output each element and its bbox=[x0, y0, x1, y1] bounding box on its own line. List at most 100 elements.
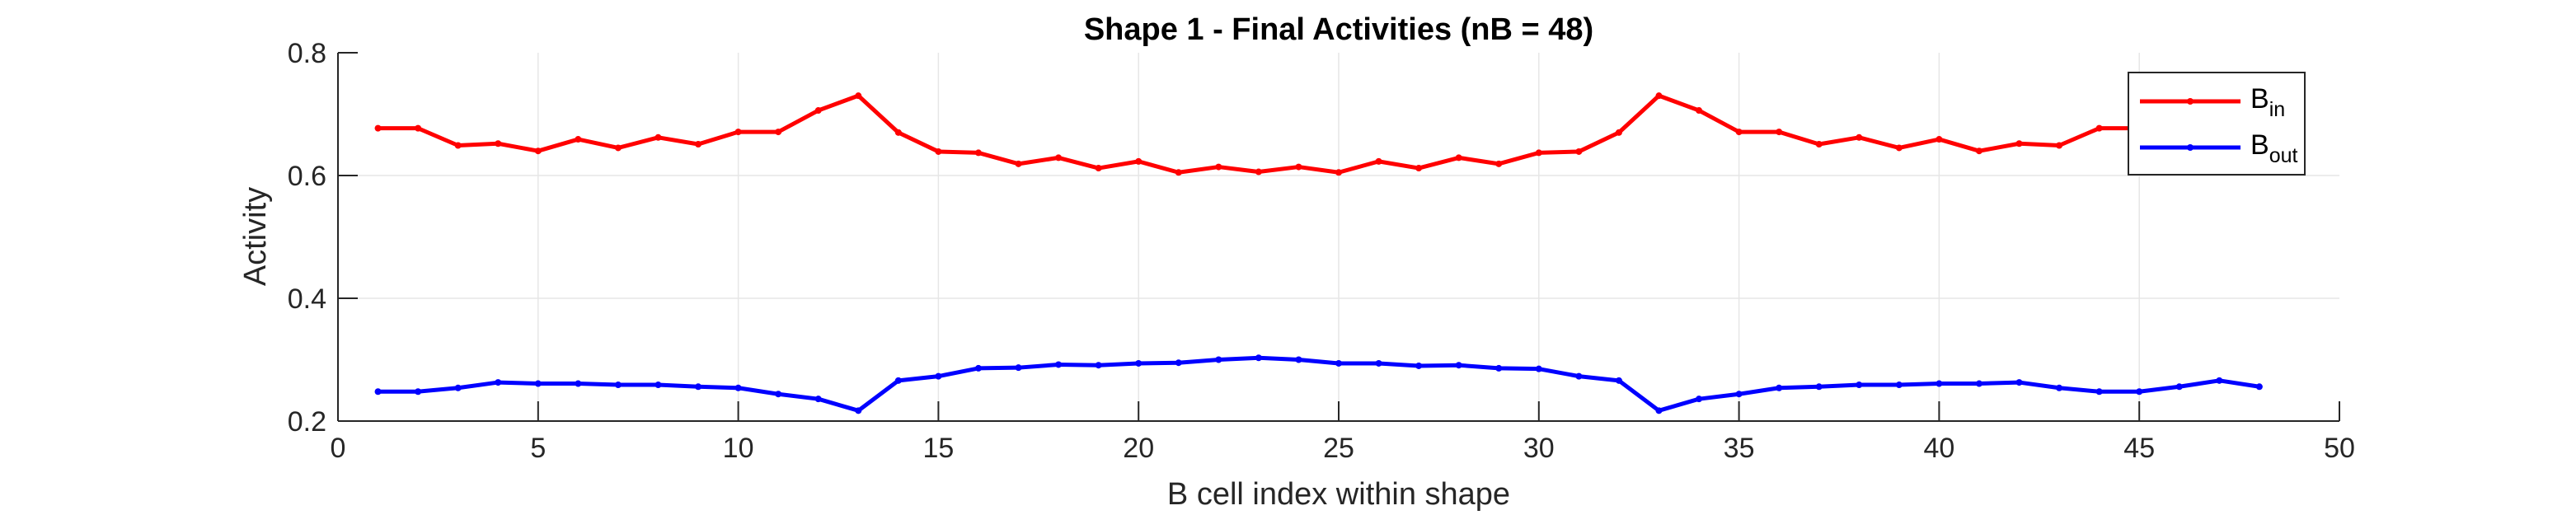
data-point-b-in bbox=[1895, 144, 1903, 152]
legend-label-b-in: Bin bbox=[2250, 83, 2285, 121]
data-point-b-out bbox=[814, 396, 822, 403]
y-tick-label: 0.4 bbox=[288, 283, 326, 315]
data-point-b-in bbox=[1936, 136, 1943, 143]
tick-labels: 0 5 10 15 20 25 30 35 40 45 50 0.2 0.4 0.6 0.8 bbox=[288, 38, 2355, 464]
data-point-b-out bbox=[935, 372, 942, 380]
data-point-b-out bbox=[1015, 364, 1022, 372]
y-axis-label: Activity bbox=[238, 187, 273, 286]
x-tick-label: 10 bbox=[723, 433, 754, 464]
legend-label-b-out-sub: out bbox=[2269, 144, 2298, 167]
data-series bbox=[374, 92, 2263, 414]
data-point-b-in bbox=[1856, 133, 1863, 141]
data-point-b-out bbox=[1375, 359, 1382, 367]
data-point-b-in bbox=[1455, 154, 1462, 162]
data-point-b-out bbox=[1135, 359, 1143, 367]
legend: Bin Bout bbox=[2128, 72, 2306, 176]
data-point-b-out bbox=[1495, 364, 1503, 372]
data-point-b-in bbox=[1335, 169, 1342, 176]
data-point-b-out bbox=[534, 380, 542, 387]
data-point-b-out bbox=[1455, 362, 1462, 369]
data-point-b-in bbox=[775, 129, 782, 136]
data-point-b-out bbox=[2216, 377, 2223, 384]
data-point-b-in bbox=[1015, 160, 1022, 167]
x-axis-label: B cell index within shape bbox=[1167, 477, 1510, 512]
data-point-b-out bbox=[974, 364, 982, 372]
data-point-b-out bbox=[1215, 356, 1222, 363]
data-point-b-in bbox=[2015, 140, 2023, 147]
data-point-b-out bbox=[495, 379, 502, 386]
data-point-b-out bbox=[2136, 388, 2143, 396]
data-point-b-in bbox=[1375, 157, 1382, 165]
data-point-b-in bbox=[974, 149, 982, 157]
data-point-b-in bbox=[1495, 160, 1503, 167]
data-point-b-in bbox=[1735, 129, 1743, 136]
data-point-b-in bbox=[935, 147, 942, 155]
data-point-b-in bbox=[1095, 165, 1102, 172]
data-point-b-out bbox=[1655, 407, 1663, 414]
data-point-b-out bbox=[734, 384, 742, 391]
data-point-b-in bbox=[855, 92, 862, 100]
data-point-b-in bbox=[1255, 168, 1262, 176]
data-point-b-out bbox=[1335, 359, 1342, 367]
legend-label-b-out-main: B bbox=[2250, 129, 2269, 161]
data-point-b-in bbox=[1055, 154, 1063, 162]
data-point-b-in bbox=[374, 124, 382, 132]
x-tick-label: 50 bbox=[2324, 433, 2355, 464]
chart-title: Shape 1 - Final Activities (nB = 48) bbox=[1084, 12, 1593, 47]
data-point-b-out bbox=[1535, 365, 1542, 372]
x-tick-label: 0 bbox=[331, 433, 346, 464]
x-tick-label: 20 bbox=[1123, 433, 1154, 464]
data-point-b-in bbox=[1415, 165, 1423, 172]
data-point-b-out bbox=[614, 382, 622, 389]
data-point-b-out bbox=[1895, 382, 1903, 389]
y-tick-label: 0.6 bbox=[288, 161, 326, 192]
data-point-b-in bbox=[734, 129, 742, 136]
data-point-b-out bbox=[1255, 354, 1262, 362]
x-tick-label: 15 bbox=[922, 433, 954, 464]
data-point-b-out bbox=[415, 388, 422, 396]
data-point-b-out bbox=[1776, 384, 1783, 391]
x-tick-label: 35 bbox=[1724, 433, 1755, 464]
x-tick-label: 25 bbox=[1323, 433, 1354, 464]
data-point-b-in bbox=[695, 141, 702, 148]
data-point-b-out bbox=[1175, 359, 1182, 367]
data-point-b-out bbox=[575, 380, 582, 387]
data-point-b-out bbox=[1975, 380, 1982, 387]
data-point-b-out bbox=[2056, 384, 2063, 391]
data-point-b-out bbox=[775, 391, 782, 398]
data-point-b-in bbox=[1135, 157, 1143, 165]
data-point-b-out bbox=[2095, 388, 2103, 396]
data-point-b-out bbox=[1095, 362, 1102, 369]
y-tick-label: 0.2 bbox=[288, 406, 326, 438]
data-point-b-out bbox=[1856, 382, 1863, 389]
data-point-b-in bbox=[1535, 149, 1542, 157]
x-tick-label: 30 bbox=[1523, 433, 1555, 464]
data-point-b-in bbox=[655, 133, 662, 141]
data-point-b-in bbox=[1655, 92, 1663, 100]
data-point-b-in bbox=[1975, 147, 1982, 155]
legend-marker-b-out bbox=[2187, 144, 2194, 151]
data-point-b-in bbox=[1815, 141, 1823, 148]
data-point-b-out bbox=[1735, 391, 1743, 398]
data-point-b-out bbox=[454, 384, 462, 391]
data-point-b-out bbox=[1055, 361, 1063, 368]
data-point-b-in bbox=[1215, 163, 1222, 171]
data-point-b-in bbox=[575, 136, 582, 143]
data-point-b-in bbox=[495, 140, 502, 147]
data-point-b-out bbox=[855, 407, 862, 414]
x-tick-label: 40 bbox=[1923, 433, 1954, 464]
data-point-b-in bbox=[2056, 142, 2063, 149]
data-point-b-out bbox=[695, 383, 702, 391]
data-point-b-out bbox=[655, 382, 662, 389]
data-point-b-out bbox=[2015, 379, 2023, 386]
data-point-b-out bbox=[1575, 372, 1583, 380]
data-point-b-in bbox=[2095, 124, 2103, 132]
data-point-b-in bbox=[534, 147, 542, 155]
data-point-b-in bbox=[1175, 169, 1182, 176]
x-tick-label: 45 bbox=[2123, 433, 2155, 464]
data-point-b-out bbox=[374, 388, 382, 396]
data-point-b-out bbox=[2175, 383, 2183, 391]
data-point-b-out bbox=[1936, 380, 1943, 387]
axes bbox=[337, 52, 2340, 422]
